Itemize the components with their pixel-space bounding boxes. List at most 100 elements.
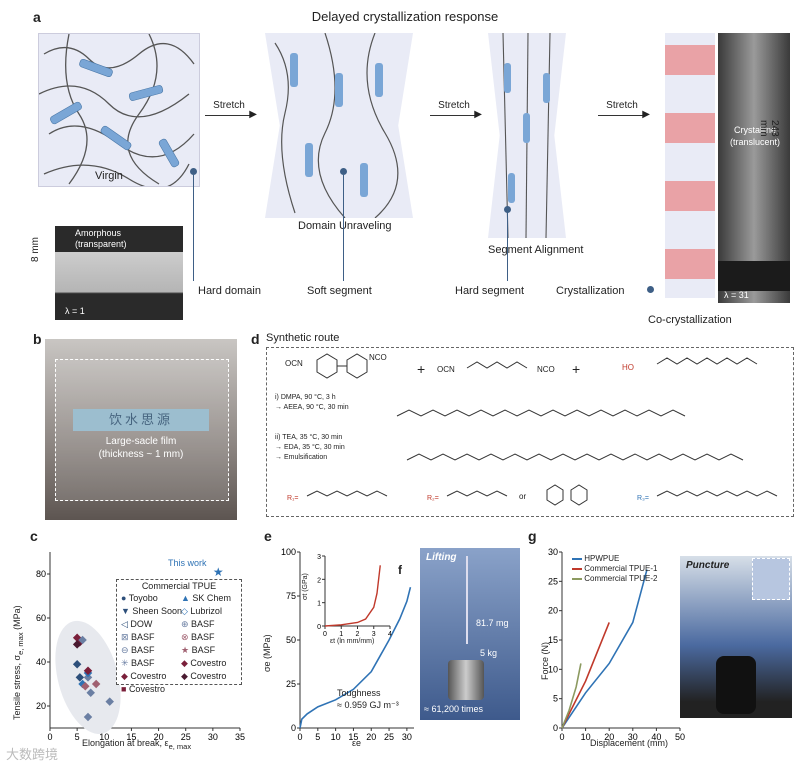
x-tick-label: 5 — [315, 732, 320, 742]
crystal-band — [665, 181, 715, 211]
tpue-point — [83, 673, 93, 682]
x-tick-label: 15 — [126, 732, 136, 742]
x-tick-label: 15 — [348, 732, 358, 742]
stress-strain-line — [299, 587, 412, 729]
callout-dot — [504, 206, 511, 213]
legend-text: BASF — [191, 632, 215, 642]
callout-line — [343, 175, 344, 281]
g-xlabel: Displacement (mm) — [590, 738, 669, 748]
y-tick-label: 20 — [36, 701, 46, 711]
tpue-point — [105, 697, 114, 706]
x-tick-label: 4 — [388, 631, 392, 638]
puncture-label: Puncture — [686, 560, 730, 571]
this-work-point: ★ — [213, 565, 224, 579]
x-tick-label: 1 — [339, 631, 343, 638]
inset-right-label1: Crystalline — [733, 125, 776, 135]
callout-hard-segment: Hard segment — [455, 285, 525, 297]
svg-text:R₁=: R₁= — [287, 495, 299, 502]
y-tick-label: 20 — [548, 606, 558, 616]
legend-marker-plus-icon: ⊕ — [181, 619, 192, 629]
c-legend-title: Commercial TPUE — [141, 581, 217, 591]
line-chart-f: 0 1 2 3 4 0 1 2 3 — [317, 554, 392, 638]
x-tick-label: 20 — [366, 732, 376, 742]
legend-marker-star-icon: ✳ — [121, 658, 132, 668]
inset-left-label1: Amorphous — [75, 228, 122, 238]
panel-a-letter: a — [33, 9, 41, 25]
times-label: ≈ 61,200 times — [424, 704, 483, 714]
step2a: ii) TEA, 35 °C, 30 min — [275, 434, 343, 441]
y-tick-label: 100 — [281, 547, 296, 557]
step1a: i) DMPA, 90 °C, 3 h — [275, 394, 336, 401]
legend-line-icon — [572, 567, 582, 570]
stretch-arrow-2: Stretch ▶ — [430, 100, 482, 120]
puncture-inset — [752, 558, 790, 600]
e-xlabel: εe — [352, 738, 362, 748]
legend-marker-circle-x-icon: ⊗ — [181, 632, 192, 642]
film-label-2: (thickness ~ 1 mm) — [98, 449, 184, 460]
crystal-band — [665, 45, 715, 75]
c-legend: Commercial TPUE ● Toyobo ▼ Sheen Soon ◁ … — [116, 579, 242, 694]
inset-left-label2: (transparent) — [75, 239, 127, 249]
legend-basf2: ⊖ BASF — [121, 645, 182, 658]
inset-right-label2: (translucent) — [729, 137, 781, 147]
stage-alignment: Segment Alignment — [488, 244, 584, 256]
panel-b-letter: b — [33, 331, 42, 347]
x-tick-label: 20 — [604, 732, 614, 742]
stage-cocrystal: Co-crystallization — [648, 314, 732, 326]
legend-text: Commercial TPUE-1 — [584, 564, 658, 573]
legend-covestro1: ◆ Covestro — [121, 671, 182, 684]
legend-covestro3: ◆ Covestro — [181, 658, 231, 671]
inset-right-lambda: λ = 31 — [724, 290, 749, 300]
crystal-band — [665, 113, 715, 143]
y-tick-label: 3 — [317, 554, 321, 561]
legend-lubrizol: ◇ Lubrizol — [181, 606, 231, 619]
f-ylabel: σt (GPa) — [302, 573, 309, 600]
x-tick-label: 10 — [99, 732, 109, 742]
alignment-drawing — [502, 33, 551, 238]
tpue-point — [81, 681, 90, 691]
legend-text: Covestro — [190, 671, 227, 681]
x-tick-label: 30 — [628, 732, 638, 742]
film-photo: 饮水思源 Large-sacle film (thickness ~ 1 mm) — [45, 339, 237, 520]
y-tick-label: 10 — [548, 664, 558, 674]
g-ylabel: Force (N) — [540, 642, 550, 680]
arrow-line: ▶ — [205, 109, 257, 120]
legend-text: BASF — [131, 632, 155, 642]
svg-text:+: + — [417, 361, 425, 377]
watermark: 大数跨境 — [6, 747, 59, 762]
tpue-point — [86, 688, 95, 698]
x-tick-label: 10 — [581, 732, 591, 742]
sign: 饮水思源 — [73, 409, 209, 431]
alignment-schematic — [488, 33, 566, 238]
callout-dot — [190, 168, 197, 175]
crystalline-photo: Crystalline (translucent) λ = 31 — [718, 33, 790, 303]
legend-text: DOW — [130, 619, 153, 629]
toughness-value: ≈ 0.959 GJ m⁻³ — [337, 700, 399, 710]
unraveling-schematic — [265, 33, 413, 218]
arrow-line: ▶ — [598, 109, 650, 120]
x-tick-label: 25 — [181, 732, 191, 742]
c-xlabel-text: Elongation at break, ε — [82, 738, 169, 748]
svg-text:HO: HO — [622, 363, 634, 372]
svg-text:OCN: OCN — [437, 365, 455, 374]
probe-holder — [716, 656, 756, 714]
step2b: → EDA, 35 °C, 30 min — [275, 444, 345, 451]
legend-marker-diamond-icon: ◆ — [181, 658, 191, 668]
true-stress-line — [324, 565, 381, 627]
legend-basf4: ⊕ BASF — [181, 619, 231, 632]
legend-marker-diamond-open-icon: ◇ — [181, 606, 191, 616]
callout-line — [193, 175, 194, 281]
svg-text:NCO: NCO — [369, 353, 387, 362]
step1b: → AEEA, 90 °C, 30 min — [275, 404, 349, 411]
legend-marker-star5-icon: ★ — [181, 645, 192, 655]
y-tick-label: 2 — [317, 577, 321, 584]
legend-text: HPWPUE — [584, 554, 620, 563]
y-tick-label: 15 — [548, 635, 558, 645]
legend-line-icon — [572, 557, 582, 560]
stage-virgin: Virgin — [95, 170, 123, 182]
g-legend-tpue2: Commercial TPUE-2 — [572, 574, 657, 584]
legend-dow: ◁ DOW — [121, 619, 182, 632]
legend-line-icon — [572, 577, 582, 580]
y-tick-label: 50 — [286, 635, 296, 645]
weight-icon — [448, 660, 484, 700]
